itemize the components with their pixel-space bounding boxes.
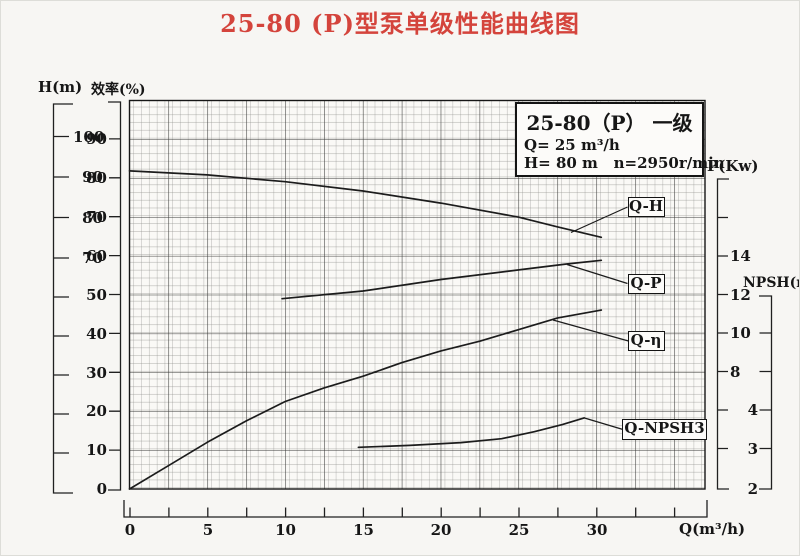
pump-model: 25-80（P） 一级 bbox=[526, 111, 693, 135]
curve-label-q-npsh3: Q-NPSH3 bbox=[622, 419, 707, 440]
q-tick: 5 bbox=[202, 521, 214, 539]
efficiency-axis bbox=[108, 101, 122, 491]
p-axis bbox=[716, 178, 729, 490]
q-tick: 30 bbox=[586, 521, 608, 539]
plot-border bbox=[128, 99, 706, 490]
q-tick: 20 bbox=[430, 521, 452, 539]
efficiency-axis-title: 效率(%) bbox=[91, 82, 146, 98]
npsh-tick: 4 bbox=[747, 401, 758, 419]
p-tick: 14 bbox=[730, 247, 751, 265]
curve-label-q-eta: Q-η bbox=[627, 331, 665, 351]
p-tick: 12 bbox=[730, 285, 751, 304]
efficiency-tick: 10 bbox=[86, 441, 107, 459]
efficiency-tick: 0 bbox=[96, 480, 107, 498]
h-tick: 90 bbox=[82, 168, 103, 186]
rated-data-box: 25-80（P） 一级 Q= 25 m³/h H= 80 m n=2950r/m… bbox=[515, 102, 725, 177]
p-axis-title: P(Kw) bbox=[707, 157, 759, 175]
efficiency-tick: 40 bbox=[86, 324, 107, 343]
efficiency-tick: 80 bbox=[86, 169, 107, 187]
curve-q-p bbox=[281, 259, 603, 300]
npsh-tick: 2 bbox=[747, 479, 758, 498]
q-tick: 15 bbox=[353, 521, 374, 539]
p-tick: 8 bbox=[730, 362, 741, 381]
h-axis bbox=[52, 103, 73, 494]
npsh-tick: 3 bbox=[747, 439, 758, 458]
efficiency-tick: 30 bbox=[86, 363, 107, 382]
efficiency-tick: 60 bbox=[86, 247, 107, 265]
npsh-axis bbox=[759, 295, 773, 490]
efficiency-tick: 20 bbox=[86, 402, 107, 420]
h-tick: 80 bbox=[82, 208, 103, 227]
curve-q-h bbox=[128, 170, 603, 239]
h-axis-title: H(m) bbox=[38, 78, 83, 96]
q-tick: 10 bbox=[275, 521, 296, 539]
h-tick: 70 bbox=[82, 249, 103, 267]
q-axis bbox=[123, 500, 708, 518]
efficiency-tick: 90 bbox=[86, 130, 107, 148]
efficiency-tick: 70 bbox=[86, 208, 107, 226]
page-title: 25-80 (P)型泵单级性能曲线图 bbox=[220, 9, 580, 38]
q-tick: 0 bbox=[124, 521, 136, 539]
q-tick: 25 bbox=[508, 521, 530, 539]
curve-q-npsh3 bbox=[357, 417, 585, 449]
label-leader-lines bbox=[552, 206, 629, 431]
h-tick: 100 bbox=[73, 127, 105, 146]
efficiency-tick: 50 bbox=[86, 285, 107, 304]
rated-flow: Q= 25 m³/h bbox=[524, 136, 620, 154]
q-axis-title: Q(m³/h) bbox=[679, 520, 746, 538]
npsh-axis-title: NPSH(m) bbox=[743, 275, 799, 291]
rated-head-speed: H= 80 m n=2950r/min bbox=[524, 154, 725, 172]
curve-label-q-h: Q-H bbox=[627, 197, 665, 217]
curve-label-q-p: Q-P bbox=[627, 274, 665, 294]
p-tick: 10 bbox=[730, 324, 751, 342]
curve-q-eta bbox=[128, 309, 603, 490]
